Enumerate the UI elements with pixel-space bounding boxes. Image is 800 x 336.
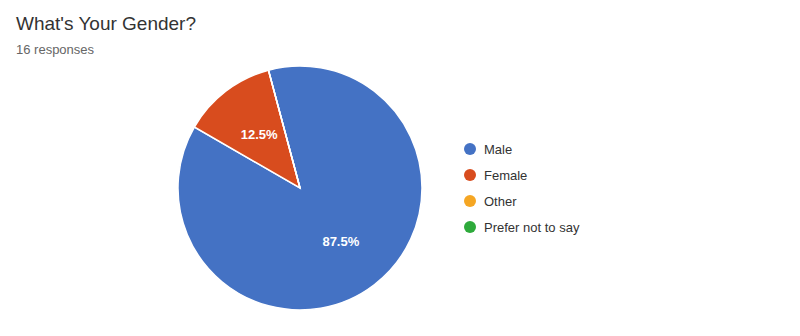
legend-label: Female [484,168,527,183]
legend-label: Male [484,142,512,157]
legend-swatch [464,195,476,207]
legend: Male Female Other Prefer not to say [464,142,580,235]
legend-item: Female [464,168,527,183]
data-label: 12.5% [241,127,278,142]
legend-swatch [464,221,476,233]
title: What's Your Gender? [16,13,196,34]
legend-swatch [464,169,476,181]
slice [194,70,300,188]
legend-label: Other [484,194,517,209]
data-labels: 87.5% 12.5% [241,127,360,248]
legend-item: Male [464,142,512,157]
subtitle: 16 responses [16,42,95,57]
legend-label: Prefer not to say [484,220,580,235]
legend-swatch [464,143,476,155]
slice [178,66,422,310]
legend-item: Other [464,194,517,209]
data-label: 87.5% [322,234,359,249]
legend-item: Prefer not to say [464,220,580,235]
chart: What's Your Gender? 16 responses 87.5% 12.5… [0,0,800,336]
pie [178,66,422,310]
